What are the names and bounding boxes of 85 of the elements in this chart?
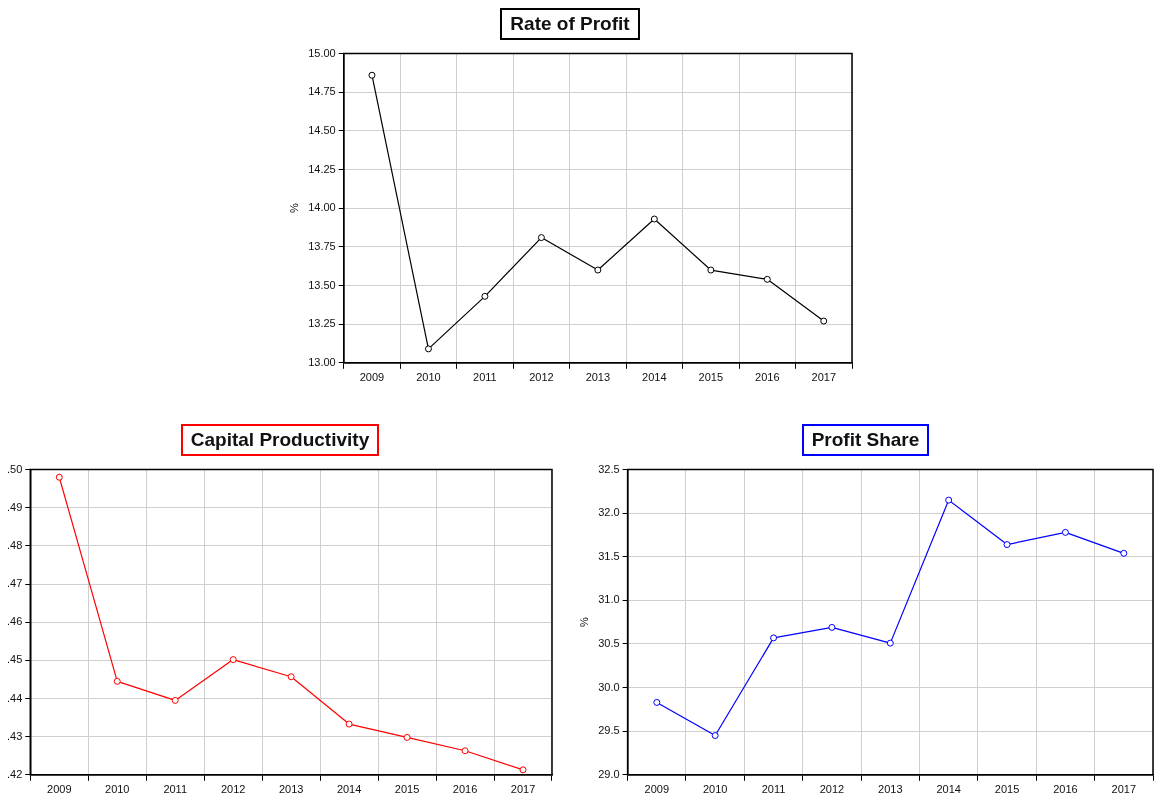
chart-title: Rate of Profit [500, 8, 640, 40]
y-tick-label: 13.00 [308, 355, 336, 368]
point [345, 720, 353, 728]
y-tick-label: 13.25 [308, 317, 336, 330]
y-tick-label: 13.50 [308, 278, 336, 291]
y-tick-label: 31.5 [598, 549, 620, 562]
point [945, 496, 953, 504]
point [229, 656, 237, 664]
x-tick-label: 2014 [936, 783, 961, 796]
y-tick-label: 14.50 [308, 123, 336, 136]
chart-title: Capital Productivity [180, 424, 380, 456]
point [828, 623, 836, 631]
y-tick-label: 14.00 [308, 201, 336, 214]
point [55, 473, 63, 481]
y-tick-label: 30.0 [598, 680, 620, 693]
x-tick-label: 2015 [394, 783, 420, 796]
chart-title: Profit Share [801, 424, 930, 456]
y-tick-label: 29.5 [598, 724, 620, 737]
y-tick-label: 30.5 [598, 637, 620, 650]
x-tick-label: 2017 [811, 371, 836, 384]
x-tick-label: 2013 [278, 783, 304, 796]
y-tick-label: 32.0 [598, 506, 620, 519]
x-tick-label: 2016 [755, 371, 780, 384]
x-tick-label: 2011 [761, 783, 786, 796]
x-tick-label: 2014 [642, 371, 667, 384]
point [403, 733, 411, 741]
x-tick-label: 2009 [359, 371, 385, 384]
y-axis-title: % [287, 203, 300, 214]
y-tick-label: 31.0 [598, 593, 620, 606]
y-tick-label: .49 [6, 500, 23, 513]
y-tick-label: .50 [6, 462, 23, 475]
point [1061, 528, 1069, 536]
point [481, 292, 489, 300]
x-tick-label: 2013 [585, 371, 611, 384]
point [770, 634, 778, 642]
point [707, 266, 715, 274]
x-tick-label: 2017 [510, 783, 536, 796]
x-tick-label: 2010 [702, 783, 728, 796]
x-tick-label: 2016 [1053, 783, 1078, 796]
x-tick-label: 2014 [336, 783, 362, 796]
y-axis-title: % [577, 617, 590, 628]
y-tick-label: 13.75 [308, 239, 336, 252]
x-tick-label: 2009 [644, 783, 670, 796]
point [113, 677, 121, 685]
y-tick-label: 14.75 [308, 85, 336, 98]
point [763, 275, 771, 283]
x-tick-label: 2012 [529, 371, 554, 384]
y-tick-label: .48 [6, 538, 23, 551]
point [1003, 541, 1011, 549]
point [653, 698, 661, 706]
point [171, 696, 179, 704]
point [424, 345, 432, 353]
y-tick-label: .42 [6, 767, 23, 780]
y-tick-label: .43 [6, 729, 23, 742]
x-tick-label: 2013 [878, 783, 903, 796]
y-tick-label: .46 [6, 615, 23, 628]
y-tick-label: 15.00 [308, 46, 336, 59]
point [537, 234, 545, 242]
point [820, 317, 828, 325]
y-tick-label: 29.0 [598, 767, 620, 780]
point [886, 639, 894, 647]
y-tick-label: .47 [6, 577, 23, 590]
x-tick-label: 2015 [698, 371, 724, 384]
x-tick-label: 2011 [473, 371, 497, 384]
x-tick-label: 2010 [105, 783, 130, 796]
x-tick-label: 2017 [1111, 783, 1137, 796]
x-tick-label: 2012 [220, 783, 246, 796]
point [594, 266, 602, 274]
point [650, 215, 658, 223]
point [368, 71, 376, 79]
x-tick-label: 2009 [47, 783, 72, 796]
point [1120, 549, 1128, 557]
x-tick-label: 2016 [452, 783, 478, 796]
x-tick-label: 2011 [163, 783, 188, 796]
y-tick-label: 32.5 [598, 462, 620, 475]
point [287, 673, 295, 681]
x-tick-label: 2010 [416, 371, 441, 384]
point [711, 732, 719, 740]
y-tick-label: .44 [6, 691, 23, 704]
point [461, 747, 469, 755]
point [519, 766, 527, 774]
y-tick-label: 14.25 [308, 162, 336, 175]
y-tick-label: .45 [6, 653, 23, 666]
x-tick-label: 2012 [819, 783, 845, 796]
x-tick-label: 2015 [994, 783, 1020, 796]
